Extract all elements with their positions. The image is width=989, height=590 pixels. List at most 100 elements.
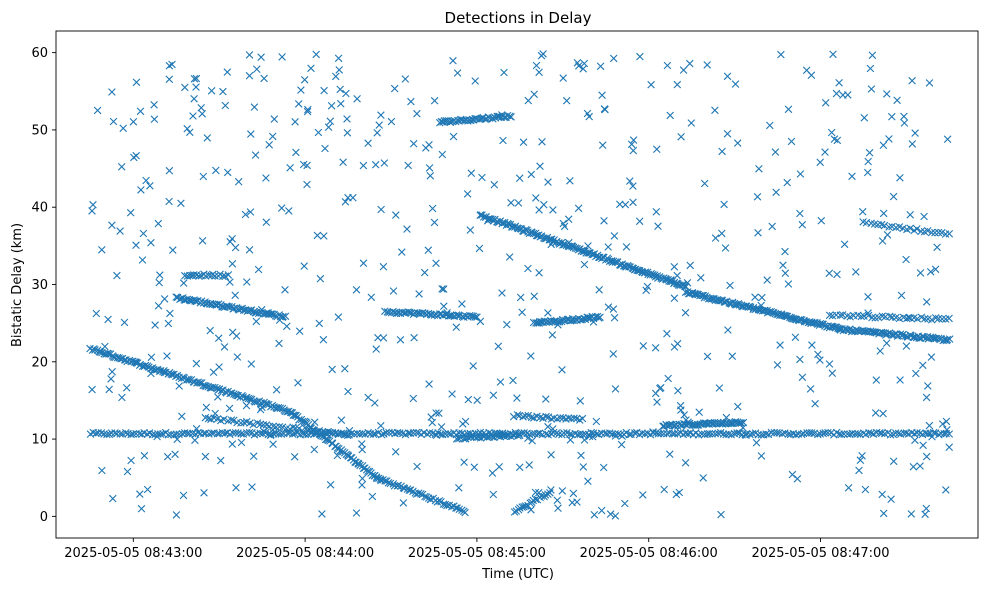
detection-marker [137,504,146,513]
detection-marker [570,316,578,325]
y-tick-label: 10 [31,433,48,448]
detection-marker [866,64,875,73]
detection-marker [864,157,872,166]
detection-marker [252,317,261,326]
x-tick-label: 2025-05-05 08:46:00 [580,546,718,561]
detection-marker [889,192,898,201]
detection-marker [579,463,588,471]
detection-marker [934,228,943,237]
detection-marker [452,323,461,331]
detection-marker [754,229,762,237]
detection-marker [406,486,415,494]
detection-marker [698,430,706,438]
detection-marker [391,448,400,456]
detection-marker [372,345,380,353]
detection-marker [245,246,254,254]
detection-marker [225,303,234,311]
detection-marker [165,75,174,84]
detection-marker [461,508,469,517]
detection-marker [195,272,203,280]
detection-marker [670,294,679,302]
detection-marker [463,190,472,198]
detection-marker [369,430,378,438]
detection-marker [609,305,618,313]
detection-marker [653,272,662,280]
detection-marker [178,412,186,421]
detection-marker [387,117,396,126]
detection-marker [415,290,423,298]
detection-marker [352,286,361,294]
detection-marker [320,86,328,95]
detection-marker [621,499,629,508]
detection-marker [147,369,155,378]
detection-marker [592,417,601,426]
detection-marker [703,352,712,361]
detection-marker [494,342,503,351]
detection-marker [358,430,367,438]
detection-marker [723,130,732,138]
detection-marker [681,308,690,317]
detection-marker [733,139,742,147]
detection-marker [409,394,418,403]
detection-marker [773,361,782,369]
detection-marker [203,134,212,142]
detection-marker [364,139,372,147]
detection-marker [220,343,229,351]
detection-marker [138,256,147,264]
detection-marker [458,506,466,514]
detection-marker [295,327,304,335]
detection-marker [425,141,433,149]
detection-marker [399,499,408,507]
detection-marker [94,429,102,437]
detection-marker [435,497,444,505]
detection-marker [185,376,193,384]
detection-marker [257,53,265,61]
detection-marker [670,263,679,271]
detection-marker [647,80,655,89]
detection-marker [514,224,523,233]
detection-marker [532,194,540,202]
detection-marker [793,475,802,483]
detection-marker [425,380,433,388]
detection-marker [825,360,834,368]
detection-marker [604,243,612,251]
detection-marker [921,314,929,323]
detection-marker [371,399,379,407]
detection-marker [535,269,543,277]
detection-marker [540,200,548,209]
detection-marker [334,54,343,63]
detection-marker [496,378,505,386]
detection-marker [314,128,323,137]
detection-marker [584,249,592,257]
detection-marker [878,237,887,245]
detection-marker [580,436,589,444]
detection-marker [633,266,641,275]
detection-marker [294,100,303,108]
detection-marker [221,429,229,437]
x-tick-label: 2025-05-05 08:44:00 [236,546,374,561]
detection-marker [324,436,332,445]
detection-marker [201,452,210,461]
detection-marker [858,207,867,216]
detection-marker [687,119,696,127]
detection-marker [883,90,891,98]
detection-marker [422,493,431,501]
detection-marker [396,429,404,437]
detection-marker [245,71,254,80]
detection-marker [179,491,188,500]
y-tick-label: 20 [31,355,48,370]
detection-marker [643,282,652,291]
detection-marker [163,452,172,461]
detection-marker [312,50,320,59]
detection-marker [251,151,260,159]
detection-marker [449,132,458,141]
detection-marker [326,117,335,125]
detection-marker [245,428,254,437]
detection-marker [189,112,197,120]
detection-marker [945,430,954,438]
detection-marker [927,353,936,361]
detection-marker [772,188,780,197]
detection-marker [567,414,575,423]
detection-marker [249,420,258,429]
detection-marker [310,418,319,426]
